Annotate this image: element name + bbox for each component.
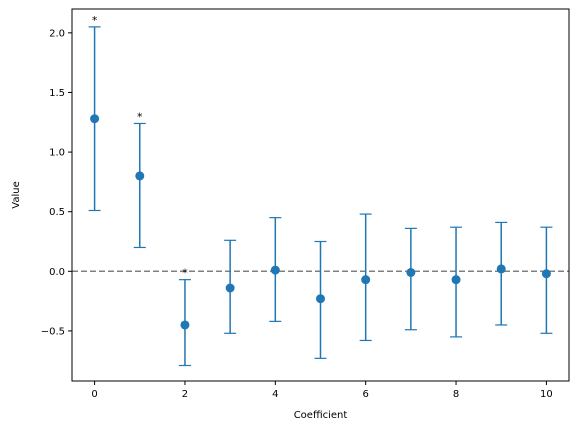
data-point (225, 283, 235, 293)
plot-content: * * * (72, 14, 569, 367)
data-point-group (314, 240, 327, 359)
x-tick-label: 8 (453, 389, 459, 400)
data-point-group (404, 227, 417, 331)
data-point-group (224, 239, 237, 334)
y-tick-label: 1.0 (49, 148, 65, 159)
data-point (496, 264, 506, 274)
data-point-group (359, 213, 372, 342)
data-point-group (495, 221, 508, 326)
data-point (270, 265, 280, 275)
y-axis: −0.5 0.0 0.5 1.0 1.5 2.0 (41, 28, 72, 337)
data-point (451, 275, 461, 285)
data-point (361, 275, 371, 285)
data-point-group: * (133, 110, 146, 249)
y-axis-label: Value (11, 181, 22, 208)
x-tick-label: 2 (182, 389, 188, 400)
y-tick-label: −0.5 (41, 326, 65, 337)
data-point (135, 171, 145, 181)
x-tick-label: 6 (362, 389, 368, 400)
y-tick-label: 0.5 (49, 207, 65, 218)
data-point-group: * (178, 267, 191, 367)
x-axis: 0 2 4 6 8 10 (91, 381, 553, 400)
x-axis-label: Coefficient (294, 410, 348, 421)
x-tick-label: 4 (272, 389, 278, 400)
y-tick-label: 2.0 (49, 28, 65, 39)
data-point-group (450, 226, 463, 338)
data-point (316, 294, 325, 304)
y-tick-label: 1.5 (49, 88, 65, 99)
significance-marker: * (92, 14, 98, 27)
x-tick-label: 0 (91, 389, 97, 400)
data-point (406, 268, 416, 277)
significance-marker: * (182, 267, 188, 280)
data-point (90, 114, 100, 124)
data-point-group (540, 226, 553, 334)
data-point (180, 320, 190, 330)
data-point (541, 269, 551, 279)
plot-frame (71, 8, 570, 382)
y-tick-label: 0.0 (49, 267, 65, 278)
significance-marker: * (137, 110, 143, 123)
data-point-group (269, 217, 282, 322)
data-point-group: * (88, 14, 101, 212)
x-tick-label: 10 (540, 389, 553, 400)
